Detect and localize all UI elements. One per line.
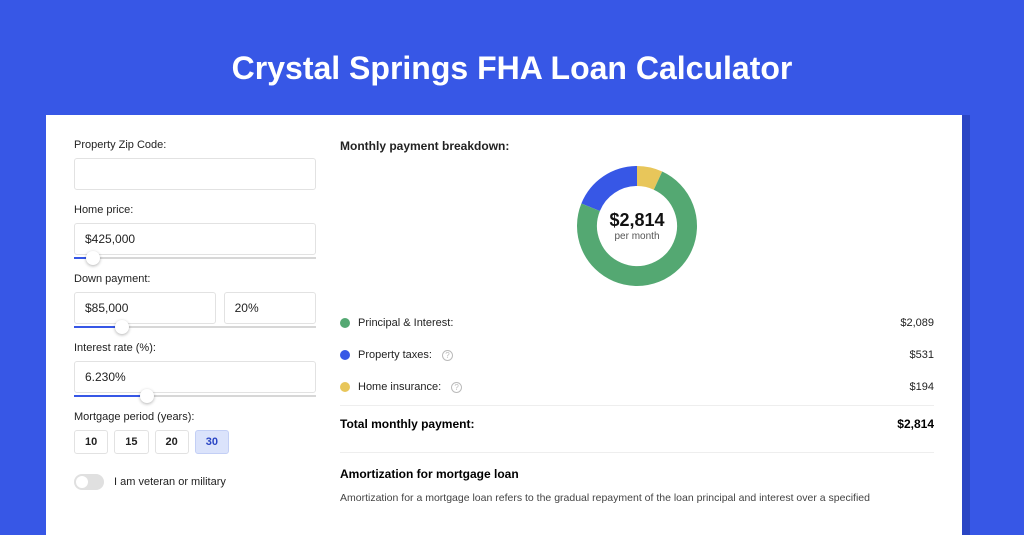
donut-sub: per month — [614, 231, 659, 242]
interest-rate-field: Interest rate (%): — [74, 342, 316, 397]
amortization-text: Amortization for a mortgage loan refers … — [340, 491, 934, 507]
down-payment-field: Down payment: — [74, 273, 316, 328]
breakdown-row: Property taxes:? $531 — [340, 339, 934, 371]
down-payment-input[interactable] — [74, 292, 216, 324]
legend-dot — [340, 318, 350, 328]
breakdown-value: $2,089 — [900, 317, 934, 329]
down-payment-slider[interactable] — [74, 326, 316, 328]
info-icon[interactable]: ? — [451, 382, 462, 393]
mortgage-period-label: Mortgage period (years): — [74, 411, 316, 423]
total-value: $2,814 — [897, 417, 934, 431]
period-btn-15[interactable]: 15 — [114, 430, 148, 454]
amortization-title: Amortization for mortgage loan — [340, 467, 934, 481]
total-label: Total monthly payment: — [340, 417, 474, 431]
breakdown-label: Principal & Interest: — [358, 317, 453, 329]
amortization-block: Amortization for mortgage loan Amortizat… — [340, 452, 934, 507]
veteran-toggle[interactable] — [74, 474, 104, 490]
veteran-toggle-row: I am veteran or military — [74, 474, 316, 490]
legend-dot — [340, 350, 350, 360]
zip-field: Property Zip Code: — [74, 139, 316, 190]
breakdown-label: Property taxes: — [358, 349, 432, 361]
zip-label: Property Zip Code: — [74, 139, 316, 151]
period-btn-10[interactable]: 10 — [74, 430, 108, 454]
period-btn-20[interactable]: 20 — [155, 430, 189, 454]
toggle-knob — [76, 476, 88, 488]
breakdown-row: Principal & Interest: $2,089 — [340, 307, 934, 339]
slider-thumb[interactable] — [140, 389, 154, 403]
total-row: Total monthly payment: $2,814 — [340, 405, 934, 442]
breakdown-column: Monthly payment breakdown: $2,814 per mo… — [340, 139, 934, 535]
breakdown-row: Home insurance:? $194 — [340, 371, 934, 403]
interest-rate-label: Interest rate (%): — [74, 342, 316, 354]
info-icon[interactable]: ? — [442, 350, 453, 361]
payment-donut-chart: $2,814 per month — [574, 163, 700, 289]
home-price-label: Home price: — [74, 204, 316, 216]
down-payment-label: Down payment: — [74, 273, 316, 285]
home-price-field: Home price: — [74, 204, 316, 259]
card-shadow: Property Zip Code: Home price: Down paym… — [54, 115, 970, 535]
veteran-label: I am veteran or military — [114, 476, 226, 488]
mortgage-period-field: Mortgage period (years): 1015 2030 — [74, 411, 316, 454]
donut-wrap: $2,814 per month — [340, 163, 934, 289]
down-payment-pct-input[interactable] — [224, 292, 316, 324]
calculator-card: Property Zip Code: Home price: Down paym… — [46, 115, 962, 535]
zip-input[interactable] — [74, 158, 316, 190]
breakdown-label: Home insurance: — [358, 381, 441, 393]
page-title: Crystal Springs FHA Loan Calculator — [54, 50, 970, 87]
donut-amount: $2,814 — [609, 210, 664, 231]
breakdown-value: $531 — [910, 349, 934, 361]
period-btn-30[interactable]: 30 — [195, 430, 229, 454]
interest-rate-input[interactable] — [74, 361, 316, 393]
interest-rate-slider[interactable] — [74, 395, 316, 397]
form-column: Property Zip Code: Home price: Down paym… — [74, 139, 316, 535]
breakdown-title: Monthly payment breakdown: — [340, 139, 934, 153]
slider-thumb[interactable] — [86, 251, 100, 265]
home-price-slider[interactable] — [74, 257, 316, 259]
legend-dot — [340, 382, 350, 392]
breakdown-value: $194 — [910, 381, 934, 393]
slider-thumb[interactable] — [115, 320, 129, 334]
home-price-input[interactable] — [74, 223, 316, 255]
